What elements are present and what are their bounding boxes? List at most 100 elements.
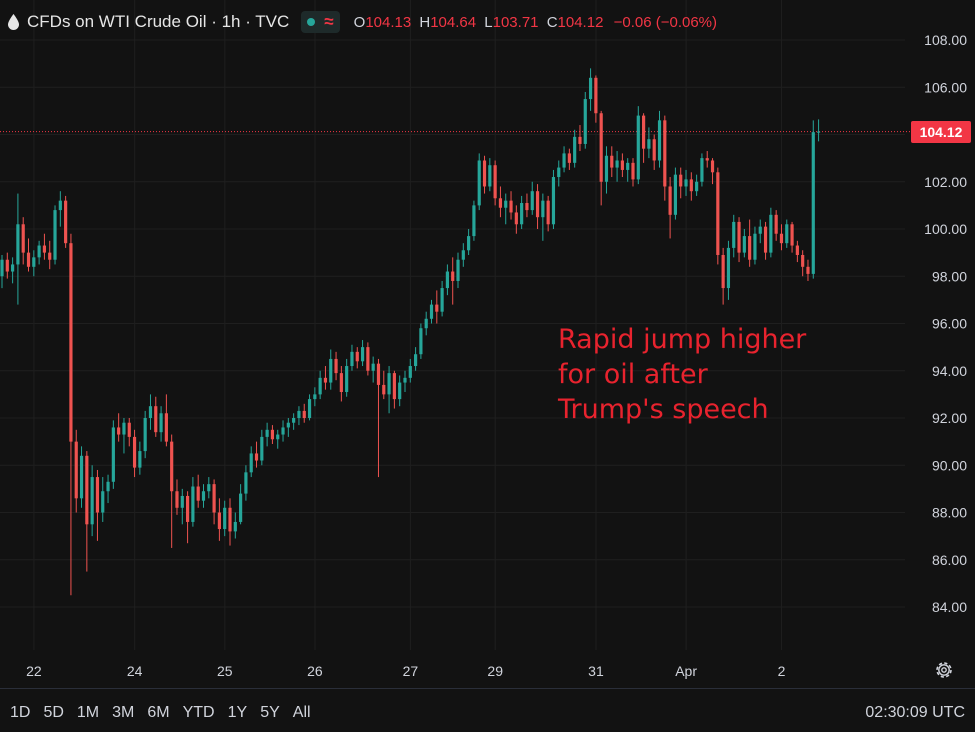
candle[interactable]: [111, 420, 115, 489]
candle[interactable]: [477, 153, 481, 211]
candle[interactable]: [276, 429, 280, 449]
candle[interactable]: [530, 181, 534, 215]
candle[interactable]: [546, 195, 550, 232]
candle[interactable]: [117, 413, 121, 442]
candle[interactable]: [615, 151, 619, 182]
candle[interactable]: [74, 429, 78, 513]
candle[interactable]: [689, 172, 693, 201]
candle[interactable]: [32, 250, 36, 277]
candle[interactable]: [90, 465, 94, 537]
candle[interactable]: [350, 344, 354, 371]
candle[interactable]: [360, 340, 365, 367]
candle[interactable]: [265, 422, 269, 447]
candle[interactable]: [562, 146, 566, 173]
candle[interactable]: [0, 254, 4, 289]
candle[interactable]: [127, 418, 131, 447]
candle[interactable]: [753, 226, 757, 265]
candle[interactable]: [710, 158, 715, 185]
candles[interactable]: [0, 68, 821, 596]
candle[interactable]: [387, 366, 391, 414]
candle[interactable]: [673, 167, 678, 220]
candle[interactable]: [816, 119, 821, 142]
candle[interactable]: [334, 351, 338, 381]
candle[interactable]: [429, 299, 434, 324]
candle[interactable]: [647, 127, 651, 159]
candle[interactable]: [520, 195, 524, 229]
candle[interactable]: [779, 224, 784, 251]
candle[interactable]: [811, 120, 815, 279]
range-ytd-button[interactable]: YTD: [182, 704, 215, 721]
candle[interactable]: [620, 153, 624, 178]
candle[interactable]: [48, 240, 52, 270]
range-1y-button[interactable]: 1Y: [227, 704, 248, 721]
candle[interactable]: [721, 247, 725, 305]
candle[interactable]: [148, 394, 153, 430]
candle[interactable]: [239, 484, 243, 525]
range-all-button[interactable]: All: [292, 704, 311, 721]
candle[interactable]: [769, 207, 773, 258]
candle[interactable]: [307, 394, 312, 421]
candle[interactable]: [286, 418, 290, 437]
symbol-title[interactable]: CFDs on WTI Crude Oil · 1h · TVC: [27, 12, 290, 31]
candle[interactable]: [69, 233, 73, 596]
candle[interactable]: [567, 148, 571, 170]
candle[interactable]: [684, 169, 688, 196]
candle[interactable]: [37, 240, 41, 265]
range-6m-button[interactable]: 6M: [147, 704, 170, 721]
candle[interactable]: [588, 68, 593, 111]
candle[interactable]: [185, 491, 190, 544]
candle[interactable]: [122, 418, 126, 454]
candle[interactable]: [573, 129, 577, 168]
range-1m-button[interactable]: 1M: [76, 704, 100, 721]
range-5d-button[interactable]: 5D: [43, 704, 64, 721]
candle[interactable]: [657, 110, 662, 168]
candlestick-chart[interactable]: 84.00 86.00 88.00 90.00 92.00 94.00 96.00 98.00…: [0, 0, 975, 688]
candle[interactable]: [806, 259, 810, 281]
candle[interactable]: [207, 477, 211, 499]
candle[interactable]: [440, 280, 444, 317]
candle[interactable]: [504, 193, 508, 225]
candle[interactable]: [557, 160, 561, 187]
candle[interactable]: [201, 484, 206, 508]
candle[interactable]: [79, 446, 84, 508]
candle[interactable]: [42, 233, 47, 260]
candle[interactable]: [339, 366, 343, 402]
candle[interactable]: [732, 214, 736, 258]
candle[interactable]: [260, 429, 264, 466]
utc-clock[interactable]: 02:30:09 UTC: [865, 704, 965, 721]
candle[interactable]: [758, 219, 762, 244]
candle[interactable]: [716, 167, 720, 265]
candle[interactable]: [376, 358, 381, 478]
candle[interactable]: [403, 370, 407, 393]
candle[interactable]: [408, 358, 412, 383]
candle[interactable]: [329, 349, 333, 390]
candle[interactable]: [801, 250, 805, 277]
candle[interactable]: [16, 193, 20, 305]
candle[interactable]: [424, 311, 428, 336]
candle[interactable]: [53, 205, 57, 265]
candle[interactable]: [652, 134, 656, 170]
candle[interactable]: [604, 146, 609, 194]
candle[interactable]: [419, 323, 423, 359]
candle[interactable]: [101, 477, 105, 522]
candle[interactable]: [318, 370, 322, 400]
candle[interactable]: [535, 184, 540, 229]
candle[interactable]: [180, 488, 184, 525]
candle[interactable]: [435, 290, 439, 324]
candle[interactable]: [95, 469, 100, 541]
candle[interactable]: [64, 195, 68, 248]
candle[interactable]: [551, 169, 556, 229]
candle[interactable]: [700, 153, 704, 187]
candle[interactable]: [790, 221, 794, 253]
candle[interactable]: [663, 115, 667, 201]
candle[interactable]: [748, 219, 752, 267]
time-axis[interactable]: 22 24 25 26 27 29 31 Apr 2: [26, 663, 786, 679]
candle[interactable]: [217, 498, 221, 541]
candle[interactable]: [488, 158, 492, 192]
candle[interactable]: [467, 229, 471, 255]
candle[interactable]: [398, 375, 402, 407]
candle[interactable]: [270, 425, 275, 444]
candle[interactable]: [498, 186, 503, 218]
candle[interactable]: [355, 347, 359, 369]
candle[interactable]: [85, 451, 89, 572]
